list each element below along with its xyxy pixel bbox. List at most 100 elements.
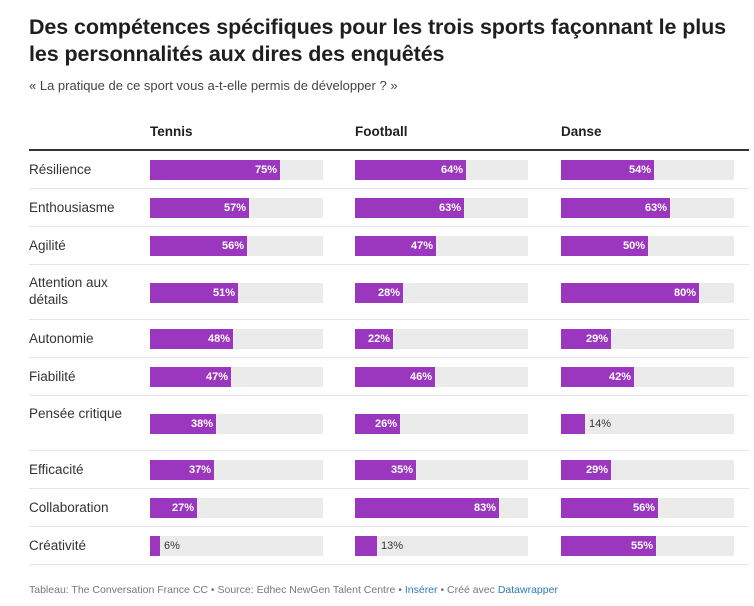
bar-track: 51% [150, 283, 323, 303]
bar-value-label: 50% [622, 240, 645, 252]
bar-danse [561, 536, 656, 556]
table-row: Collaboration 27% 83% 56% [29, 489, 749, 527]
bar-track: 83% [355, 498, 528, 518]
bar-track: 26% [355, 414, 528, 434]
bar-tennis [150, 536, 160, 556]
bar-football [355, 414, 400, 434]
bar-danse [561, 198, 670, 218]
bar-value-label: 63% [644, 202, 667, 214]
bar-tennis [150, 329, 233, 349]
row-label: Attention aux détails [29, 275, 108, 307]
bar-track: 50% [561, 236, 734, 256]
bar-football [355, 536, 377, 556]
bar-track: 22% [355, 329, 528, 349]
table-row: Créativité 6% 13% 55% [29, 527, 749, 565]
table-row: Efficacité 37% 35% 29% [29, 451, 749, 489]
column-header-football: Football [355, 124, 408, 139]
bar-value-label: 83% [473, 502, 496, 514]
datawrapper-link[interactable]: Datawrapper [497, 584, 558, 596]
bar-football [355, 198, 464, 218]
table-row: Résilience 75% 64% 54% [29, 151, 749, 189]
bar-value-label: 35% [390, 464, 413, 476]
bar-track: 37% [150, 460, 323, 480]
bar-track: 14% [561, 414, 734, 434]
row-divider [29, 526, 749, 527]
bar-tennis [150, 283, 238, 303]
bar-value-label: 64% [440, 164, 463, 176]
bar-value-label: 14% [589, 418, 612, 430]
bar-tennis [150, 367, 231, 387]
bar-track: 63% [561, 198, 734, 218]
bar-value-label: 48% [207, 333, 230, 345]
bar-football [355, 329, 393, 349]
bar-track: 47% [150, 367, 323, 387]
bar-value-label: 51% [212, 287, 235, 299]
bar-value-label: 6% [164, 540, 180, 552]
row-divider [29, 188, 749, 189]
bar-track: 56% [150, 236, 323, 256]
chart-title: Des compétences spécifiques pour les tro… [29, 15, 727, 66]
bar-danse [561, 236, 648, 256]
bar-football [355, 498, 499, 518]
bar-danse [561, 460, 611, 480]
row-label: Agilité [29, 238, 66, 253]
bar-track: 6% [150, 536, 323, 556]
bar-value-label: 46% [409, 371, 432, 383]
bar-value-label: 56% [221, 240, 244, 252]
bar-tennis [150, 160, 280, 180]
bar-track: 47% [355, 236, 528, 256]
table-row: Autonomie 48% 22% 29% [29, 320, 749, 358]
row-divider [29, 264, 749, 265]
row-label: Résilience [29, 162, 92, 177]
bar-track: 48% [150, 329, 323, 349]
table-row: Attention aux détails 51% 28% 80% [29, 265, 749, 320]
bar-value-label: 29% [585, 464, 608, 476]
bar-value-label: 13% [381, 540, 404, 552]
chart-subtitle: « La pratique de ce sport vous a-t-elle … [29, 78, 398, 93]
bar-tennis [150, 460, 214, 480]
bar-danse [561, 160, 654, 180]
bar-track: 35% [355, 460, 528, 480]
bar-track: 57% [150, 198, 323, 218]
bar-danse [561, 498, 658, 518]
bar-danse [561, 329, 611, 349]
row-label: Autonomie [29, 331, 94, 346]
bar-track: 75% [150, 160, 323, 180]
bar-value-label: 57% [223, 202, 246, 214]
row-divider [29, 319, 749, 320]
bar-tennis [150, 498, 197, 518]
bar-danse [561, 283, 699, 303]
bar-value-label: 38% [190, 418, 213, 430]
row-label: Enthousiasme [29, 200, 115, 215]
table-row: Fiabilité 47% 46% 42% [29, 358, 749, 396]
bar-tennis [150, 236, 247, 256]
bar-football [355, 283, 403, 303]
bar-value-label: 26% [374, 418, 397, 430]
bar-value-label: 55% [630, 540, 653, 552]
bar-track: 29% [561, 460, 734, 480]
bar-danse [561, 414, 585, 434]
table-row: Agilité 56% 47% 50% [29, 227, 749, 265]
bar-danse [561, 367, 634, 387]
bar-track: 54% [561, 160, 734, 180]
bar-value-label: 63% [438, 202, 461, 214]
bar-track: 64% [355, 160, 528, 180]
row-label: Efficacité [29, 462, 84, 477]
bar-track: 28% [355, 283, 528, 303]
bar-value-label: 75% [254, 164, 277, 176]
row-divider [29, 395, 749, 396]
row-label: Créativité [29, 538, 87, 553]
row-label: Collaboration [29, 500, 109, 515]
footer: Tableau: The Conversation France CC • So… [29, 584, 558, 596]
bar-football [355, 367, 435, 387]
bar-value-label: 22% [367, 333, 390, 345]
row-label: Fiabilité [29, 369, 76, 384]
bar-value-label: 80% [673, 287, 696, 299]
bar-value-label: 56% [632, 502, 655, 514]
bar-football [355, 160, 466, 180]
insert-link[interactable]: Insérer [404, 584, 438, 596]
header-rule [29, 149, 749, 151]
bar-value-label: 47% [205, 371, 228, 383]
row-label: Pensée critique [29, 406, 123, 421]
bar-value-label: 37% [188, 464, 211, 476]
